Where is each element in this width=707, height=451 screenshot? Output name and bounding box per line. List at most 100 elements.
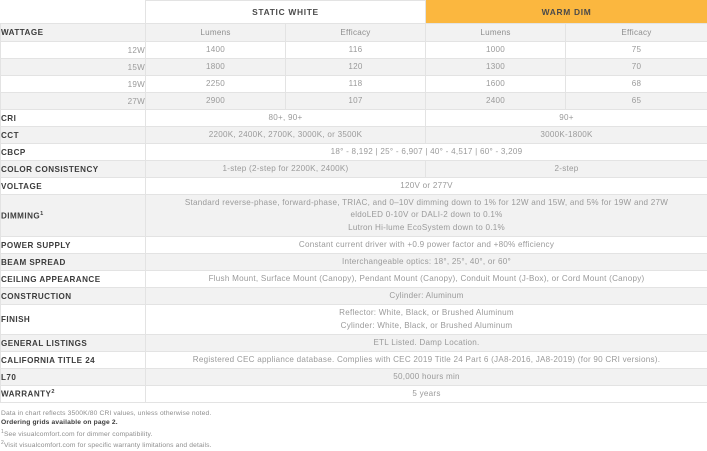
table-body: STATIC WHITE WARM DIM WATTAGE Lumens Eff… bbox=[1, 1, 707, 403]
col-header-wd-lumens: Lumens bbox=[426, 24, 566, 42]
finish-line-2: Cylinder: White, Black, or Brushed Alumi… bbox=[146, 320, 707, 332]
table-row: 12W 1400 116 1000 75 bbox=[1, 42, 707, 59]
row-label-dimming: DIMMING1 bbox=[1, 195, 146, 237]
cell-california-title-24-value: Registered CEC appliance database. Compl… bbox=[146, 352, 707, 369]
cell-wd-lumens: 2400 bbox=[426, 93, 566, 110]
row-label-dimming-text: DIMMING bbox=[1, 211, 40, 220]
table-row: BEAM SPREAD Interchangeable optics: 18°,… bbox=[1, 254, 707, 271]
cell-wattage: 15W bbox=[1, 59, 146, 76]
cell-color-consistency-warm-dim: 2-step bbox=[426, 161, 707, 178]
cell-sw-lumens: 1400 bbox=[146, 42, 286, 59]
table-row: FINISH Reflector: White, Black, or Brush… bbox=[1, 305, 707, 335]
dimming-line-1: Standard reverse-phase, forward-phase, T… bbox=[146, 197, 707, 209]
footnote-ordering-grids: Ordering grids available on page 2. bbox=[1, 418, 707, 427]
cell-finish-value: Reflector: White, Black, or Brushed Alum… bbox=[146, 305, 707, 335]
dimming-line-3: Lutron Hi-lume EcoSystem down to 0.1% bbox=[146, 222, 707, 234]
table-row: GENERAL LISTINGS ETL Listed. Damp Locati… bbox=[1, 335, 707, 352]
finish-line-1: Reflector: White, Black, or Brushed Alum… bbox=[146, 307, 707, 319]
cell-sw-lumens: 2900 bbox=[146, 93, 286, 110]
row-label-cct: CCT bbox=[1, 127, 146, 144]
table-row: CALIFORNIA TITLE 24 Registered CEC appli… bbox=[1, 352, 707, 369]
table-row: POWER SUPPLY Constant current driver wit… bbox=[1, 237, 707, 254]
table-row: 27W 2900 107 2400 65 bbox=[1, 93, 707, 110]
row-label-voltage: VOLTAGE bbox=[1, 178, 146, 195]
row-label-beam-spread: BEAM SPREAD bbox=[1, 254, 146, 271]
table-row: 15W 1800 120 1300 70 bbox=[1, 59, 707, 76]
cell-ceiling-appearance-value: Flush Mount, Surface Mount (Canopy), Pen… bbox=[146, 271, 707, 288]
cell-sw-efficacy: 116 bbox=[286, 42, 426, 59]
cell-wd-lumens: 1300 bbox=[426, 59, 566, 76]
cell-warranty-value: 5 years bbox=[146, 386, 707, 403]
footnote-dimmer-compatibility: 1See visualcomfort.com for dimmer compat… bbox=[1, 428, 707, 440]
cell-wattage: 19W bbox=[1, 76, 146, 93]
subheader-row: WATTAGE Lumens Efficacy Lumens Efficacy bbox=[1, 24, 707, 42]
row-label-power-supply: POWER SUPPLY bbox=[1, 237, 146, 254]
table-row: CONSTRUCTION Cylinder: Aluminum bbox=[1, 288, 707, 305]
row-label-cbcp: CBCP bbox=[1, 144, 146, 161]
cell-wd-lumens: 1600 bbox=[426, 76, 566, 93]
cell-wd-efficacy: 75 bbox=[566, 42, 707, 59]
table-row: L70 50,000 hours min bbox=[1, 369, 707, 386]
table-row: VOLTAGE 120V or 277V bbox=[1, 178, 707, 195]
row-label-warranty: WARRANTY2 bbox=[1, 386, 146, 403]
cell-voltage-value: 120V or 277V bbox=[146, 178, 707, 195]
dimming-line-2: eldoLED 0-10V or DALI-2 down to 0.1% bbox=[146, 209, 707, 221]
cell-sw-lumens: 2250 bbox=[146, 76, 286, 93]
footnotes-block: Data in chart reflects 3500K/80 CRI valu… bbox=[0, 403, 707, 451]
table-row: WARRANTY2 5 years bbox=[1, 386, 707, 403]
row-label-cri: CRI bbox=[1, 110, 146, 127]
cell-construction-value: Cylinder: Aluminum bbox=[146, 288, 707, 305]
cell-sw-lumens: 1800 bbox=[146, 59, 286, 76]
footnote-warranty-limitations: 2Visit visualcomfort.com for specific wa… bbox=[1, 439, 707, 451]
cell-cri-warm-dim: 90+ bbox=[426, 110, 707, 127]
cell-beam-spread-value: Interchangeable optics: 18°, 25°, 40°, o… bbox=[146, 254, 707, 271]
group-header-blank bbox=[1, 1, 146, 24]
row-label-l70: L70 bbox=[1, 369, 146, 386]
cell-general-listings-value: ETL Listed. Damp Location. bbox=[146, 335, 707, 352]
cell-wd-lumens: 1000 bbox=[426, 42, 566, 59]
footnote-dimmer-compatibility-text: See visualcomfort.com for dimmer compati… bbox=[4, 431, 153, 438]
dimming-footnote-marker: 1 bbox=[40, 211, 43, 217]
cell-cri-static-white: 80+, 90+ bbox=[146, 110, 426, 127]
cell-cct-warm-dim: 3000K-1800K bbox=[426, 127, 707, 144]
row-label-warranty-text: WARRANTY bbox=[1, 390, 51, 399]
cell-wattage: 27W bbox=[1, 93, 146, 110]
table-row: COLOR CONSISTENCY 1-step (2-step for 220… bbox=[1, 161, 707, 178]
cell-l70-value: 50,000 hours min bbox=[146, 369, 707, 386]
table-row: CCT 2200K, 2400K, 2700K, 3000K, or 3500K… bbox=[1, 127, 707, 144]
table-row: DIMMING1 Standard reverse-phase, forward… bbox=[1, 195, 707, 237]
row-label-wattage: WATTAGE bbox=[1, 24, 146, 42]
row-label-ceiling-appearance: CEILING APPEARANCE bbox=[1, 271, 146, 288]
cell-power-supply-value: Constant current driver with +0.9 power … bbox=[146, 237, 707, 254]
cell-sw-efficacy: 107 bbox=[286, 93, 426, 110]
row-label-construction: CONSTRUCTION bbox=[1, 288, 146, 305]
col-header-sw-lumens: Lumens bbox=[146, 24, 286, 42]
row-label-color-consistency: COLOR CONSISTENCY bbox=[1, 161, 146, 178]
table-row: 19W 2250 118 1600 68 bbox=[1, 76, 707, 93]
row-label-general-listings: GENERAL LISTINGS bbox=[1, 335, 146, 352]
table-row: CBCP 18° - 8,192 | 25° - 6,907 | 40° - 4… bbox=[1, 144, 707, 161]
group-header-row: STATIC WHITE WARM DIM bbox=[1, 1, 707, 24]
group-header-warm-dim: WARM DIM bbox=[426, 1, 707, 24]
table-row: CEILING APPEARANCE Flush Mount, Surface … bbox=[1, 271, 707, 288]
cell-wd-efficacy: 65 bbox=[566, 93, 707, 110]
cell-cbcp-value: 18° - 8,192 | 25° - 6,907 | 40° - 4,517 … bbox=[146, 144, 707, 161]
cell-dimming-value: Standard reverse-phase, forward-phase, T… bbox=[146, 195, 707, 237]
footnote-data-note: Data in chart reflects 3500K/80 CRI valu… bbox=[1, 409, 707, 418]
cell-wd-efficacy: 70 bbox=[566, 59, 707, 76]
row-label-california-title-24: CALIFORNIA TITLE 24 bbox=[1, 352, 146, 369]
cell-cct-static-white: 2200K, 2400K, 2700K, 3000K, or 3500K bbox=[146, 127, 426, 144]
cell-sw-efficacy: 118 bbox=[286, 76, 426, 93]
cell-color-consistency-static-white: 1-step (2-step for 2200K, 2400K) bbox=[146, 161, 426, 178]
row-label-finish: FINISH bbox=[1, 305, 146, 335]
warranty-footnote-marker: 2 bbox=[51, 389, 54, 395]
col-header-sw-efficacy: Efficacy bbox=[286, 24, 426, 42]
cell-sw-efficacy: 120 bbox=[286, 59, 426, 76]
specifications-table: STATIC WHITE WARM DIM WATTAGE Lumens Eff… bbox=[0, 0, 707, 403]
cell-wattage: 12W bbox=[1, 42, 146, 59]
group-header-static-white: STATIC WHITE bbox=[146, 1, 426, 24]
footnote-warranty-limitations-text: Visit visualcomfort.com for specific war… bbox=[4, 442, 212, 449]
cell-wd-efficacy: 68 bbox=[566, 76, 707, 93]
table-row: CRI 80+, 90+ 90+ bbox=[1, 110, 707, 127]
